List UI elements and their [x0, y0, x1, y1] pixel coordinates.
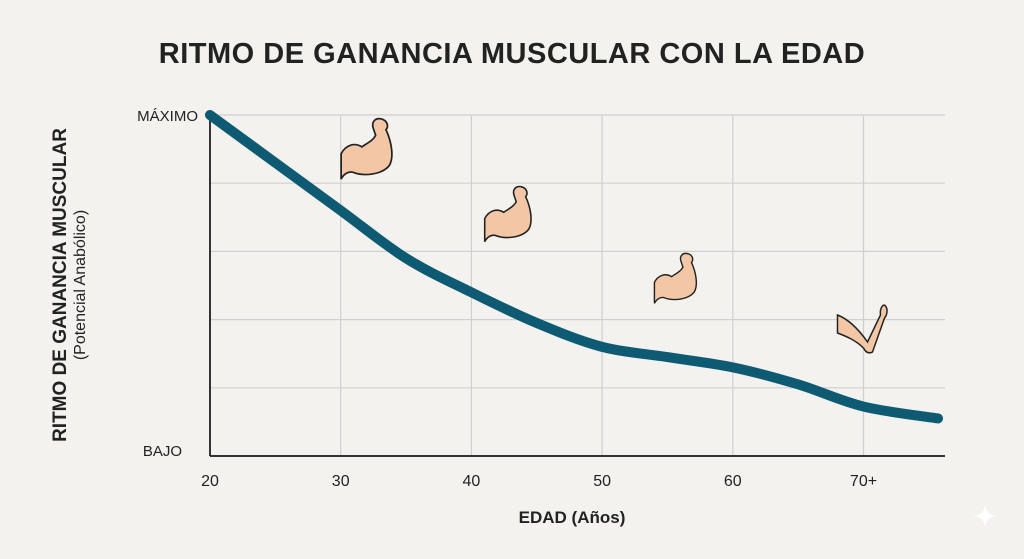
flexed-biceps-icon — [340, 117, 393, 180]
biceps-shape — [340, 117, 393, 180]
x-tick-label: 60 — [724, 473, 742, 490]
chart-title: RITMO DE GANANCIA MUSCULAR CON LA EDAD — [158, 38, 866, 70]
x-axis-label: EDAD (Años) — [518, 508, 626, 527]
x-tick-label: 70+ — [850, 473, 877, 490]
biceps-shape — [653, 252, 698, 304]
x-tick-label: 40 — [463, 473, 481, 490]
y-tick-label-max: MÁXIMO — [137, 108, 198, 125]
arm-icon — [836, 304, 888, 354]
flexed-biceps-icon — [483, 185, 532, 243]
sparkle-watermark-icon — [973, 504, 997, 528]
data-line — [205, 110, 943, 424]
arm-shape — [836, 304, 888, 354]
x-tick-label: 50 — [593, 473, 611, 490]
x-tick-label: 30 — [332, 473, 350, 490]
flexed-biceps-icon — [653, 252, 698, 304]
x-tick-label: 20 — [201, 473, 219, 490]
y-tick-label-min: BAJO — [143, 443, 182, 460]
biceps-shape — [483, 185, 532, 243]
